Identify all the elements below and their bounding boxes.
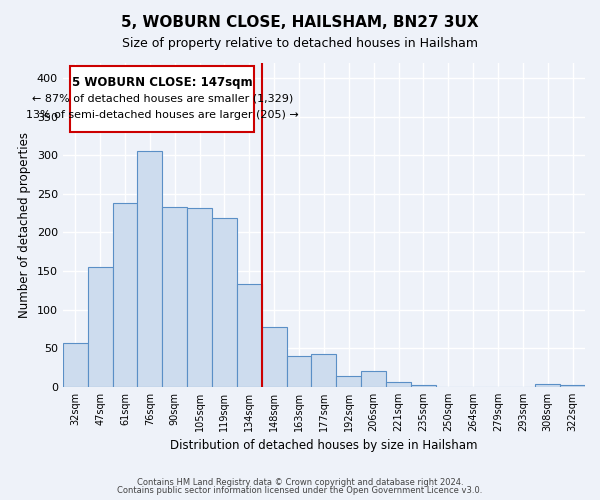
Text: 5, WOBURN CLOSE, HAILSHAM, BN27 3UX: 5, WOBURN CLOSE, HAILSHAM, BN27 3UX xyxy=(121,15,479,30)
Text: Contains HM Land Registry data © Crown copyright and database right 2024.: Contains HM Land Registry data © Crown c… xyxy=(137,478,463,487)
Text: ← 87% of detached houses are smaller (1,329): ← 87% of detached houses are smaller (1,… xyxy=(32,94,293,104)
Bar xyxy=(88,267,113,387)
Bar xyxy=(337,376,361,387)
Bar xyxy=(560,386,585,387)
Bar xyxy=(535,384,560,387)
Text: Size of property relative to detached houses in Hailsham: Size of property relative to detached ho… xyxy=(122,38,478,51)
Bar xyxy=(386,382,411,387)
Text: 13% of semi-detached houses are larger (205) →: 13% of semi-detached houses are larger (… xyxy=(26,110,299,120)
X-axis label: Distribution of detached houses by size in Hailsham: Distribution of detached houses by size … xyxy=(170,440,478,452)
Y-axis label: Number of detached properties: Number of detached properties xyxy=(18,132,31,318)
Bar xyxy=(187,208,212,387)
Bar xyxy=(361,372,386,387)
FancyBboxPatch shape xyxy=(70,66,254,132)
Bar xyxy=(212,218,237,387)
Bar xyxy=(113,203,137,387)
Text: 5 WOBURN CLOSE: 147sqm: 5 WOBURN CLOSE: 147sqm xyxy=(72,76,253,90)
Text: Contains public sector information licensed under the Open Government Licence v3: Contains public sector information licen… xyxy=(118,486,482,495)
Bar xyxy=(63,343,88,387)
Bar xyxy=(237,284,262,387)
Bar xyxy=(311,354,337,387)
Bar xyxy=(262,328,287,387)
Bar xyxy=(287,356,311,387)
Bar xyxy=(162,207,187,387)
Bar xyxy=(411,384,436,387)
Bar xyxy=(137,152,162,387)
